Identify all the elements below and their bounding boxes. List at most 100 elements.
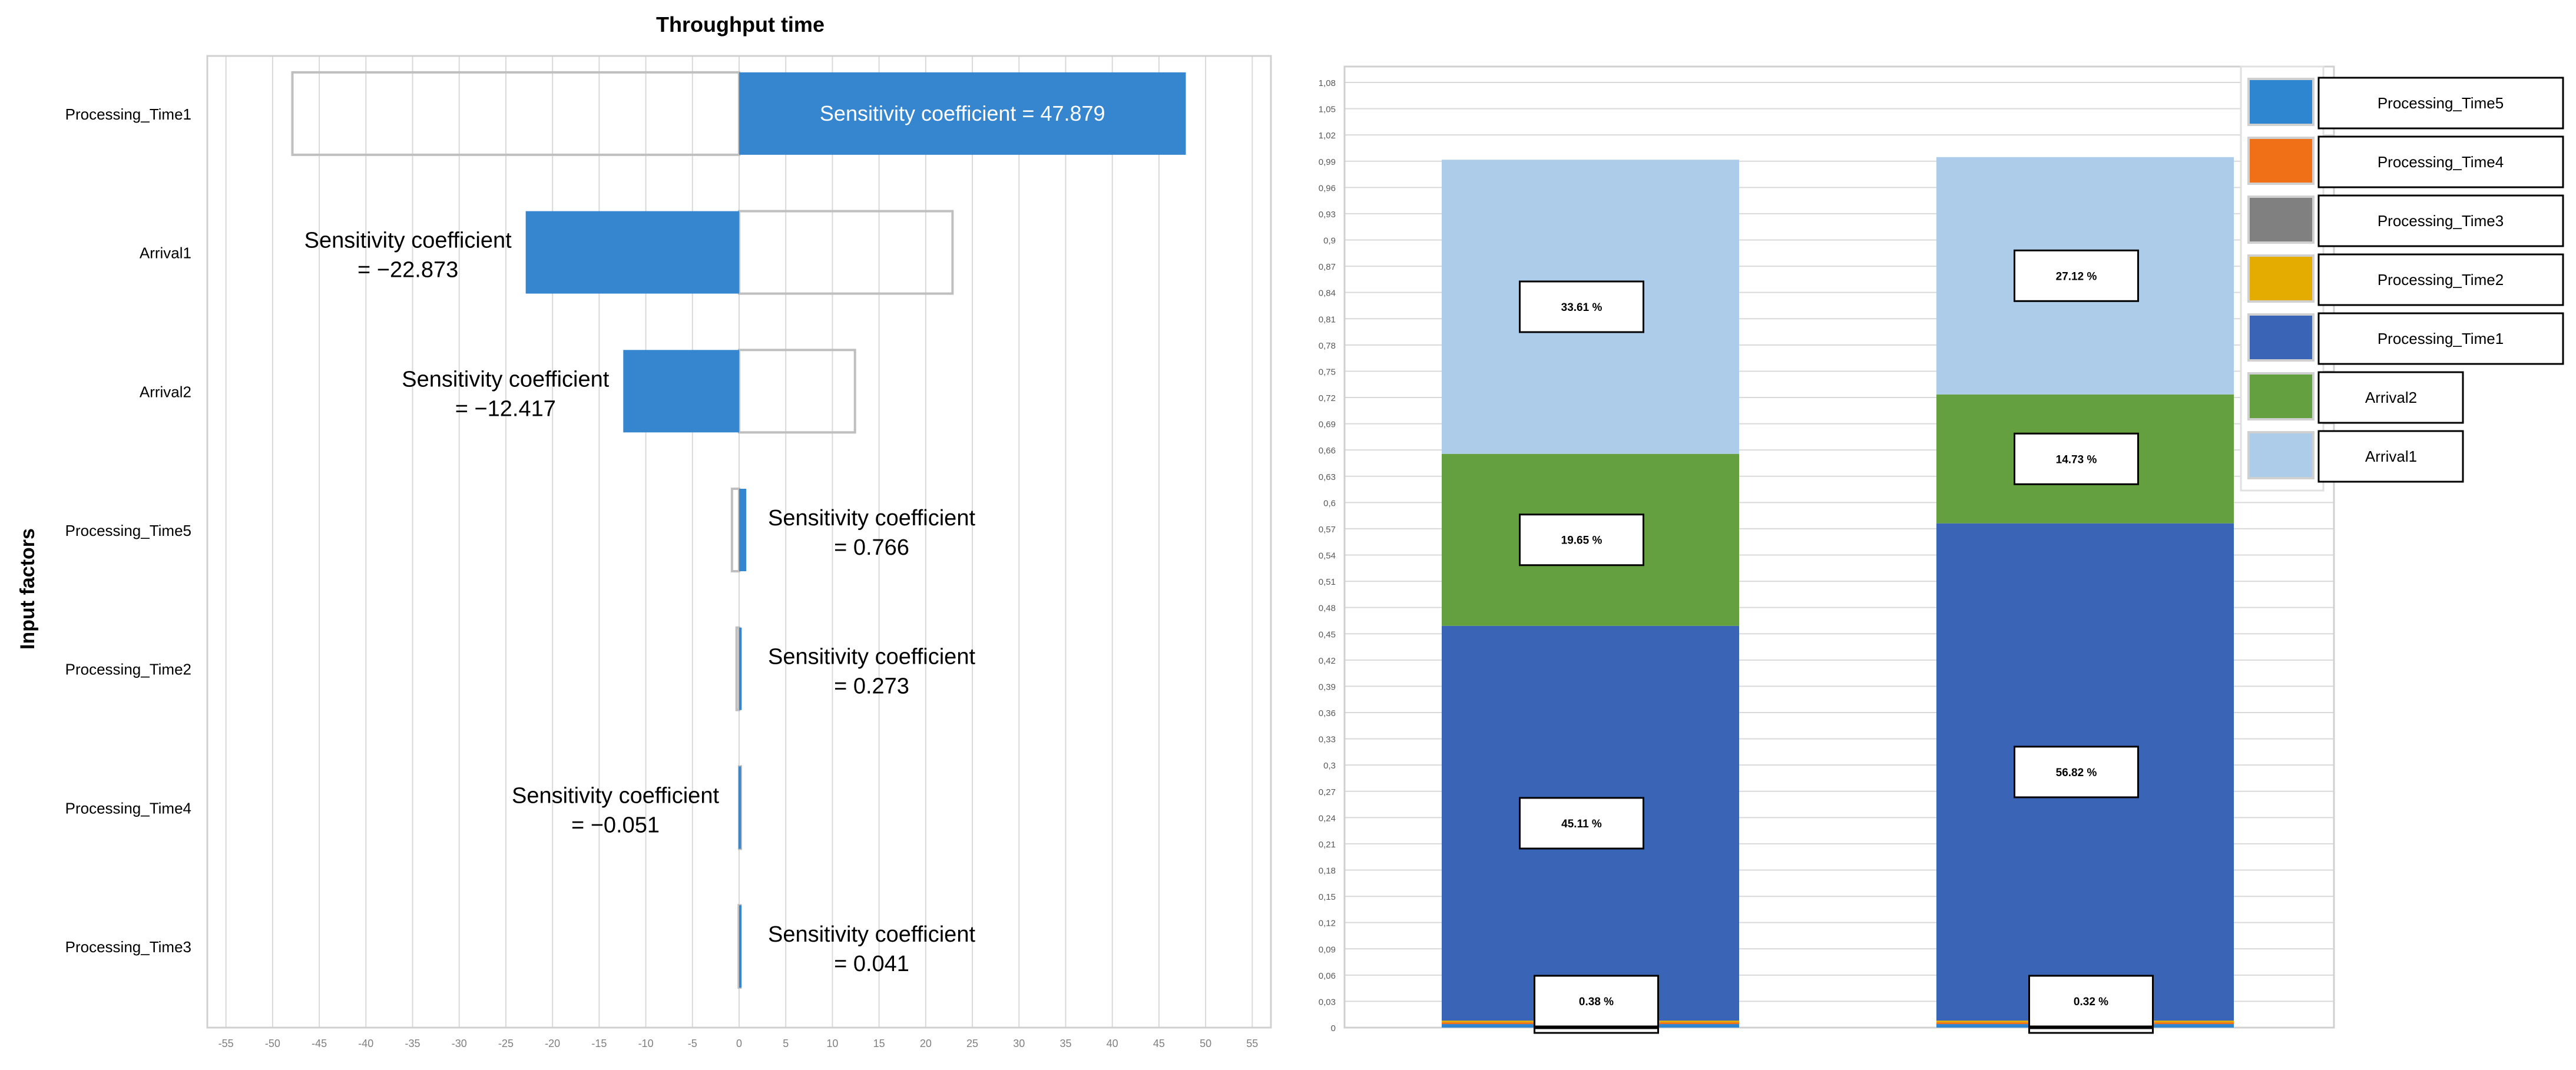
tornado-category-label: Processing_Time1 (65, 105, 191, 123)
stacked-y-tick-label: 0,18 (1319, 866, 1336, 876)
legend-item: Arrival1 (2247, 430, 2464, 483)
tornado-outline-bar (291, 71, 740, 156)
tornado-x-tick-label: 55 (1246, 1038, 1258, 1049)
stacked-y-tick-label: 0,78 (1319, 341, 1336, 351)
legend-item: Arrival2 (2247, 371, 2464, 424)
legend-item: Processing_Time2 (2247, 253, 2564, 306)
legend-item: Processing_Time3 (2247, 194, 2564, 247)
stacked-y-tick-label: 0,57 (1319, 525, 1336, 535)
stacked-y-tick-label: 0,39 (1319, 682, 1336, 692)
stacked-y-tick-label: 0,3 (1323, 761, 1336, 771)
tornado-x-tick-label: 25 (966, 1038, 978, 1049)
stacked-y-tick-label: 0,45 (1319, 630, 1336, 640)
tornado-x-tick-label: 40 (1107, 1038, 1118, 1049)
stacked-data-label: 14.73 % (2014, 432, 2139, 485)
svg-text:56.82 %: 56.82 % (2056, 767, 2097, 779)
tornado-category-label: Arrival2 (140, 383, 191, 400)
tornado-data-label-line1: Sensitivity coefficient (768, 922, 975, 947)
tornado-x-tick-label: -15 (591, 1038, 607, 1049)
tornado-data-label: Sensitivity coefficient = 47.879 (820, 101, 1105, 125)
tornado-x-tick-label: 10 (826, 1038, 838, 1049)
legend-swatch (2247, 254, 2315, 303)
tornado-bar (739, 627, 742, 710)
tornado-category-label: Arrival1 (140, 244, 191, 262)
legend-label: Processing_Time3 (2378, 212, 2504, 230)
stacked-y-tick-label: 0,87 (1319, 262, 1336, 272)
stacked-y-tick-label: 0,63 (1319, 472, 1336, 482)
legend-label: Processing_Time1 (2378, 330, 2504, 347)
tornado-x-tick-label: -35 (405, 1038, 420, 1049)
stacked-y-tick-label: 0,96 (1319, 183, 1336, 193)
legend-label: Arrival1 (2365, 448, 2417, 465)
tornado-x-tick-label: -5 (688, 1038, 697, 1049)
legend-swatch (2247, 372, 2315, 420)
stacked-y-tick-label: 1,02 (1319, 131, 1336, 141)
stacked-y-tick-label: 0,6 (1323, 498, 1336, 508)
svg-text:0.32 %: 0.32 % (2074, 996, 2108, 1008)
legend-label: Processing_Time4 (2378, 153, 2504, 171)
stacked-y-tick-label: 0,93 (1319, 210, 1336, 220)
tornado-outline-bar (738, 210, 954, 295)
tornado-plot-frame (206, 55, 1272, 1029)
stacked-y-tick-label: 0,36 (1319, 708, 1336, 718)
tornado-x-tick-label: -50 (265, 1038, 280, 1049)
stacked-y-tick-label: 0,9 (1323, 236, 1336, 246)
tornado-x-tick-label: 15 (873, 1038, 885, 1049)
tornado-bar (623, 350, 739, 433)
tornado-bar (739, 489, 747, 571)
stacked-y-tick-label: 0,84 (1319, 289, 1336, 299)
svg-text:14.73 %: 14.73 % (2056, 453, 2097, 466)
tornado-data-label-line1: Sensitivity coefficient (768, 645, 975, 670)
tornado-x-tick-label: -55 (218, 1038, 234, 1049)
legend-item: Processing_Time5 (2247, 77, 2564, 130)
stacked-y-tick-label: 1,05 (1319, 105, 1336, 115)
tornado-data-label: = −22.873 (357, 258, 458, 283)
svg-text:19.65 %: 19.65 % (1561, 535, 1602, 547)
tornado-x-tick-label: 50 (1200, 1038, 1211, 1049)
legend-item: Processing_Time1 (2247, 312, 2564, 365)
legend-swatch (2247, 196, 2315, 244)
stacked-data-label: 19.65 % (1519, 514, 1644, 567)
tornado-x-tick-label: 20 (920, 1038, 932, 1049)
stacked-y-tick-label: 0,15 (1319, 892, 1336, 902)
tornado-x-tick-label: -20 (545, 1038, 560, 1049)
tornado-outline-bar (735, 626, 740, 711)
tornado-bar (739, 905, 741, 988)
stacked-y-tick-label: 0,72 (1319, 393, 1336, 403)
tornado-x-tick-label: -10 (638, 1038, 654, 1049)
tornado-data-label: = 0.766 (834, 535, 909, 560)
tornado-bar (739, 766, 741, 849)
legend-swatch (2247, 137, 2315, 185)
stacked-y-tick-label: 0,27 (1319, 787, 1336, 797)
tornado-x-tick-label: 0 (736, 1038, 742, 1049)
stacked-y-tick-label: 0,03 (1319, 997, 1336, 1007)
stacked-data-label: 45.11 % (1519, 797, 1644, 850)
tornado-x-tick-label: -40 (358, 1038, 373, 1049)
tornado-category-label: Processing_Time5 (65, 522, 191, 539)
stacked-y-tick-label: 0,69 (1319, 420, 1336, 430)
stacked-data-label: 33.61 % (1519, 280, 1644, 333)
stacked-y-tick-label: 0,21 (1319, 840, 1336, 850)
tornado-x-tick-label: 35 (1059, 1038, 1071, 1049)
legend-label: Processing_Time2 (2378, 271, 2504, 289)
legend: Processing_Time5 Processing_Time4 Processi… (2240, 65, 2564, 492)
tornado-data-label-line1: Sensitivity coefficient (768, 506, 975, 531)
stacked-y-tick-label: 0,12 (1319, 919, 1336, 929)
tornado-data-label-line1: Sensitivity coefficient (402, 367, 609, 392)
svg-text:45.11 %: 45.11 % (1561, 818, 1602, 830)
stacked-y-tick-label: 0,09 (1319, 945, 1336, 955)
tornado-x-tick-label: 30 (1013, 1038, 1025, 1049)
tornado-category-label: Processing_Time3 (65, 938, 191, 956)
stacked-data-label-bottom: 0.38 % (1534, 975, 1659, 1034)
tornado-x-tick-label: -25 (498, 1038, 514, 1049)
tornado-data-label: = 0.273 (834, 674, 909, 699)
tornado-y-axis-label: Input factors (16, 528, 39, 650)
stacked-y-tick-label: 0,99 (1319, 157, 1336, 167)
stacked-y-tick-label: 0,06 (1319, 971, 1336, 981)
stacked-data-label: 56.82 % (2014, 746, 2139, 799)
tornado-x-tick-label: -45 (312, 1038, 327, 1049)
stacked-plot-frame (1343, 65, 2335, 1029)
tornado-x-tick-label: 5 (783, 1038, 789, 1049)
tornado-bar (739, 72, 1186, 155)
stacked-y-tick-label: 0,66 (1319, 446, 1336, 456)
